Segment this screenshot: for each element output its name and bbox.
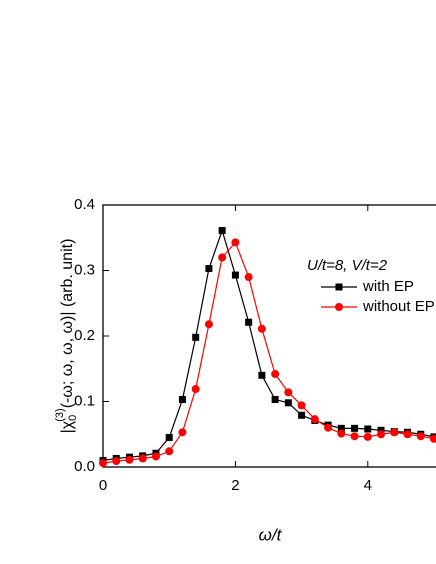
- x-tick-label: 4: [364, 477, 372, 494]
- y-axis-label: |χ0(3)(-ω; ω, ω, ω)| (arb. unit): [54, 239, 79, 434]
- y-tick-label: 0.1: [74, 392, 95, 409]
- data-point: [310, 415, 319, 424]
- x-tick-label: 2: [231, 477, 239, 494]
- y-tick-label: 0.3: [74, 261, 95, 278]
- data-point: [298, 411, 306, 419]
- y-label-part: |χ: [59, 420, 76, 433]
- data-point: [258, 371, 266, 379]
- x-tick-label: 0: [99, 477, 107, 494]
- data-point: [390, 428, 399, 437]
- data-point: [244, 273, 253, 282]
- data-point: [364, 425, 372, 433]
- data-point: [138, 454, 147, 463]
- data-point: [178, 428, 187, 437]
- data-point: [430, 434, 436, 443]
- data-point: [324, 423, 333, 432]
- data-point: [165, 434, 173, 442]
- data-point: [284, 399, 292, 407]
- data-point: [350, 432, 359, 441]
- data-point: [337, 429, 346, 438]
- y-tick-label: 0.0: [74, 458, 95, 475]
- legend-label: with EP: [362, 278, 414, 295]
- data-point: [125, 455, 134, 464]
- data-point: [231, 271, 239, 279]
- data-point: [204, 320, 213, 329]
- data-point: [192, 333, 200, 341]
- plot-frame: [102, 204, 436, 468]
- data-point: [403, 430, 412, 439]
- legend-marker: [335, 283, 343, 291]
- data-point: [416, 432, 425, 441]
- data-point: [257, 324, 266, 333]
- y-label-part: (3): [54, 408, 66, 421]
- data-point: [205, 265, 213, 273]
- y-label-part: 0: [67, 415, 79, 421]
- data-point: [99, 459, 107, 468]
- data-point: [377, 430, 386, 439]
- data-point: [191, 385, 200, 394]
- data-point: [151, 452, 160, 461]
- legend-label: without EP: [362, 298, 435, 315]
- data-point: [351, 424, 359, 432]
- data-point: [245, 318, 253, 326]
- data-point: [218, 227, 226, 235]
- data-point: [271, 369, 280, 378]
- data-point: [178, 396, 186, 404]
- x-axis-label: ω/t: [259, 525, 283, 544]
- data-point: [112, 457, 121, 466]
- data-point: [271, 396, 279, 404]
- y-label-part: (-ω; ω, ω, ω)| (arb. unit): [59, 239, 76, 409]
- data-point: [297, 401, 306, 410]
- data-point: [165, 447, 174, 456]
- annotation: U/t=8, V/t=2: [307, 257, 388, 274]
- data-point: [363, 432, 372, 441]
- data-point: [231, 238, 240, 247]
- y-tick-label: 0.2: [74, 327, 95, 344]
- data-point: [337, 424, 345, 432]
- y-tick-label: 0.4: [74, 196, 95, 213]
- data-point: [218, 253, 227, 262]
- legend-marker: [335, 303, 343, 311]
- data-point: [284, 388, 293, 397]
